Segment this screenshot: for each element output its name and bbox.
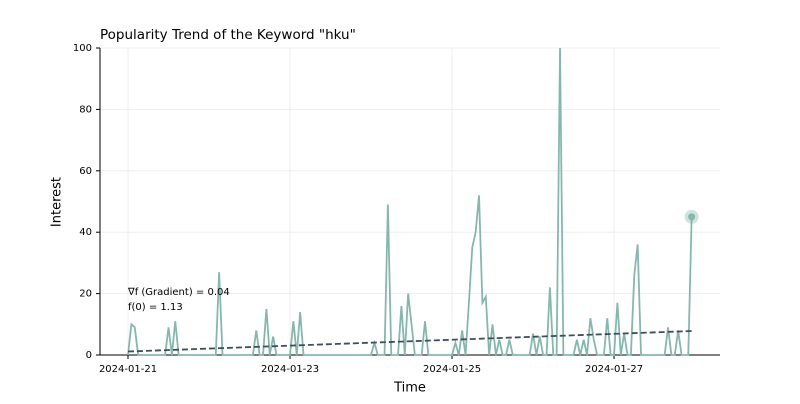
y-tick-label: 40	[79, 227, 92, 238]
x-tick-label: 2024-01-21	[99, 364, 157, 375]
x-tick-label: 2024-01-25	[423, 364, 481, 375]
y-axis-label: Interest	[50, 177, 65, 227]
y-tick-label: 80	[79, 104, 92, 115]
annotation: f(0) = 1.13	[128, 302, 183, 313]
highlight-point	[688, 213, 696, 221]
x-tick-label: 2024-01-27	[585, 364, 643, 375]
y-tick-label: 20	[79, 289, 92, 300]
chart-title: Popularity Trend of the Keyword "hku"	[100, 27, 356, 43]
y-tick-label: 100	[73, 43, 92, 54]
y-tick-label: 60	[79, 166, 92, 177]
y-tick-label: 0	[86, 350, 92, 361]
data-line	[127, 47, 693, 356]
annotation: ∇f (Gradient) = 0.04	[127, 287, 230, 298]
trend-line	[127, 330, 692, 353]
x-axis-label: Time	[393, 381, 426, 396]
x-tick-label: 2024-01-23	[261, 364, 319, 375]
